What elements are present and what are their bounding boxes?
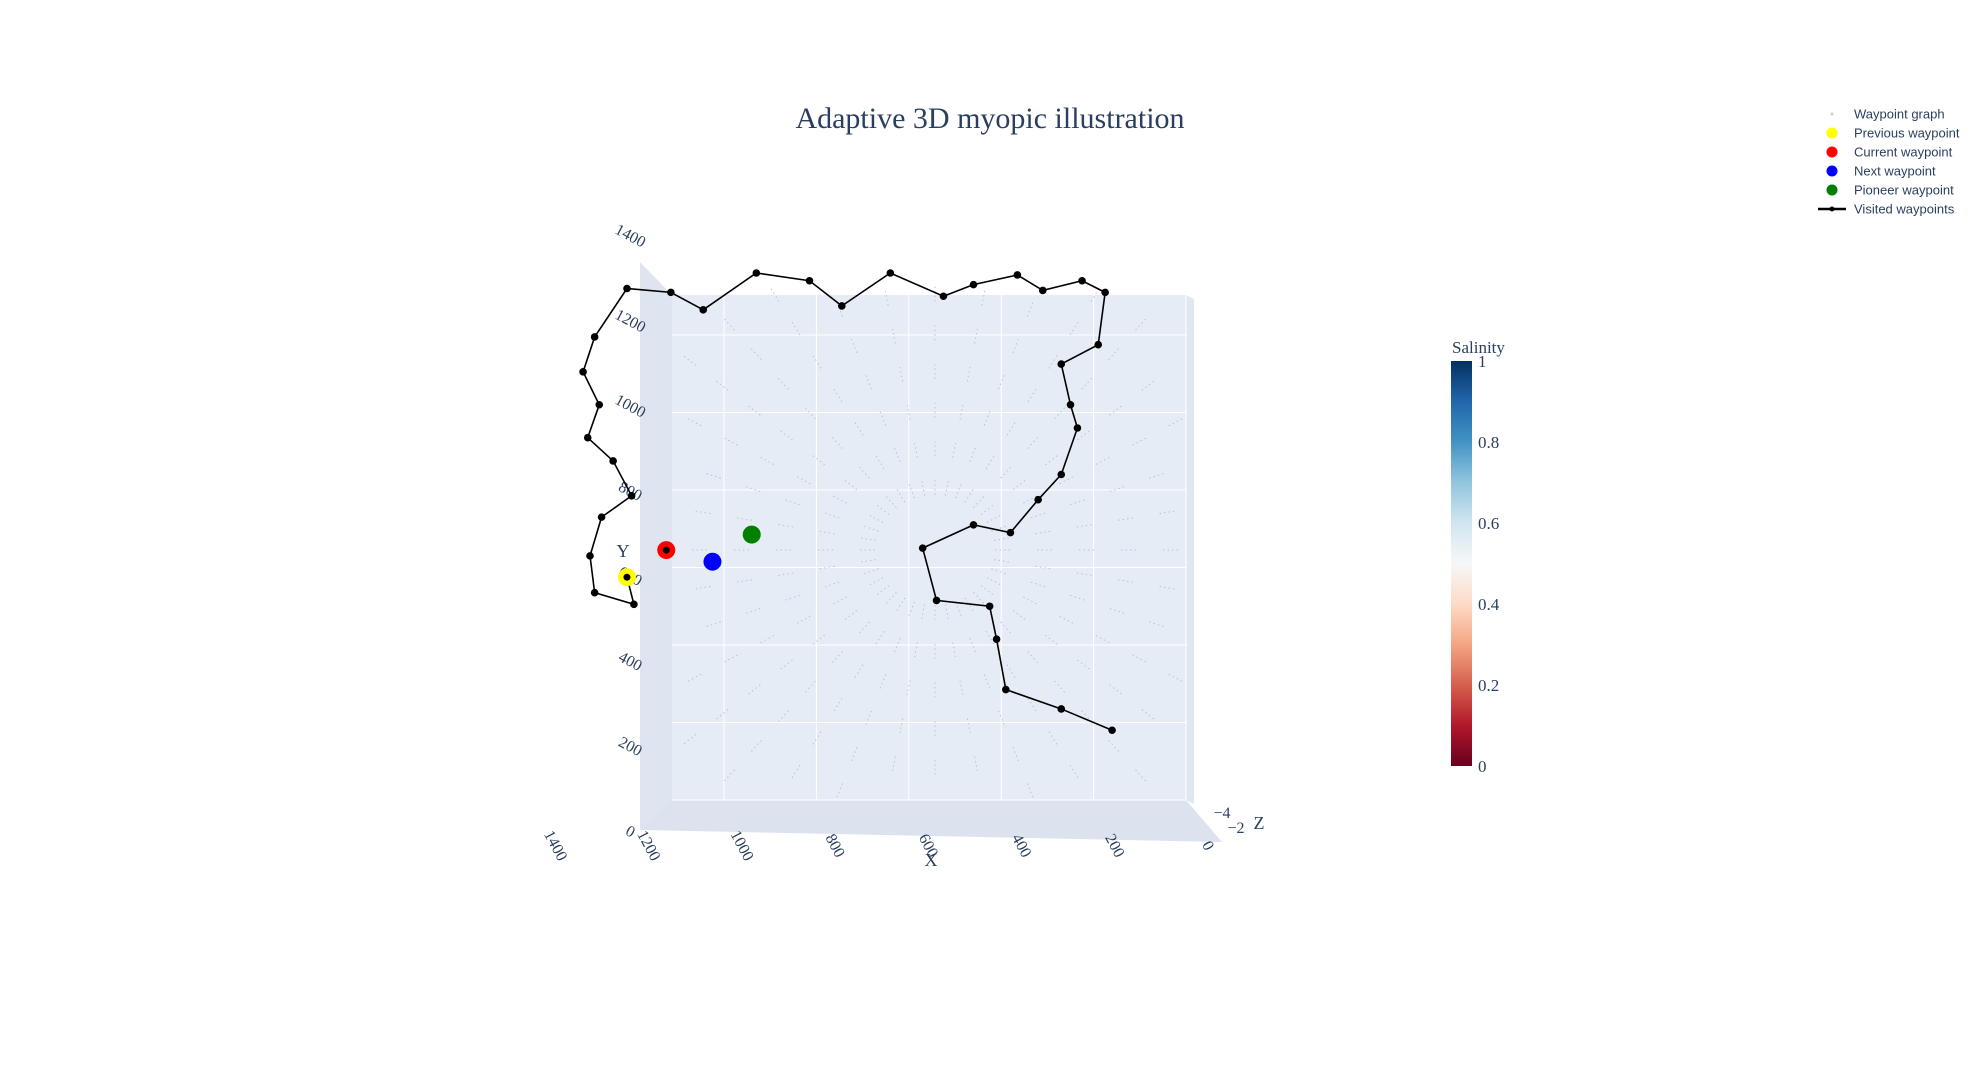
visited-waypoint-marker[interactable] — [1038, 286, 1047, 295]
visited-waypoint-marker[interactable] — [595, 400, 604, 409]
legend-label: Current waypoint — [1854, 145, 1953, 160]
visited-waypoint-marker[interactable] — [1034, 495, 1042, 504]
visited-waypoint-marker[interactable] — [583, 433, 592, 442]
legend-label: Waypoint graph — [1854, 107, 1945, 122]
legend-item-pioneer-waypoint[interactable]: Pioneer waypoint — [1826, 183, 1955, 198]
visited-waypoint-marker[interactable] — [1094, 340, 1103, 349]
legend-symbol-dot — [1826, 127, 1838, 139]
legend-symbol-dot — [1826, 165, 1838, 177]
scene-3d[interactable]: 0200400600800100012001400020040060080010… — [540, 221, 1264, 870]
colorbar-tick-label: 0.8 — [1478, 433, 1499, 452]
visited-waypoint-marker[interactable] — [985, 602, 994, 611]
visited-waypoint-marker[interactable] — [969, 280, 978, 289]
visited-waypoint-marker[interactable] — [579, 368, 587, 376]
colorbar-scale — [1451, 361, 1472, 766]
pioneer-waypoint-marker[interactable] — [742, 525, 761, 544]
visited-waypoint-marker[interactable] — [1057, 360, 1066, 368]
visited-waypoint-marker[interactable] — [969, 521, 978, 529]
visited-waypoint-marker[interactable] — [932, 596, 941, 605]
visited-waypoint-marker[interactable] — [805, 276, 814, 285]
visited-waypoint-marker[interactable] — [1073, 424, 1082, 432]
visited-waypoint-marker[interactable] — [1101, 288, 1109, 297]
visited-waypoint-marker[interactable] — [667, 288, 675, 297]
visited-waypoint-marker[interactable] — [1006, 528, 1015, 537]
x-axis-title: X — [925, 850, 938, 870]
visited-waypoint-marker[interactable] — [609, 457, 617, 465]
visited-waypoint-marker[interactable] — [1066, 400, 1075, 409]
legend[interactable]: Waypoint graph Previous waypoint Current w… — [1818, 107, 1960, 217]
colorbar-tick-label: 0 — [1478, 757, 1487, 776]
visited-waypoint-marker[interactable] — [939, 292, 948, 301]
colorbar: Salinity 0 0.2 0.4 0.6 0.8 1 — [1451, 338, 1505, 776]
z-tick-label: −4 — [1213, 805, 1230, 822]
gridlines — [672, 295, 1187, 801]
colorbar-tick-label: 0.6 — [1478, 514, 1499, 533]
plot-floor — [672, 295, 1186, 800]
visited-waypoint-marker[interactable] — [1108, 726, 1116, 735]
x-tick-label: 1000 — [727, 828, 757, 864]
colorbar-title: Salinity — [1452, 338, 1505, 357]
visited-waypoint-marker[interactable] — [623, 284, 631, 293]
colorbar-tick-label: 0.4 — [1478, 595, 1500, 614]
legend-symbol-dot — [1830, 112, 1834, 116]
wall-left — [640, 262, 672, 830]
x-tick-label: 1200 — [633, 828, 663, 864]
y-axis-title: Y — [617, 541, 630, 561]
z-axis-title: Z — [1254, 813, 1265, 833]
x-tick-label: 1400 — [540, 828, 570, 864]
x-tick-label: 800 — [822, 831, 848, 860]
visited-waypoint-marker[interactable] — [1057, 705, 1066, 713]
series[interactable] — [579, 269, 1116, 735]
z-tick-label: −2 — [1227, 820, 1244, 837]
legend-item-next-waypoint[interactable]: Next waypoint — [1826, 164, 1937, 179]
wall-bottom — [640, 800, 1222, 842]
chart-title: Adaptive 3D myopic illustration — [795, 102, 1184, 135]
legend-item-waypoint-graph[interactable]: Waypoint graph — [1830, 107, 1945, 122]
visited-waypoint-marker[interactable] — [590, 333, 599, 341]
visited-waypoint-marker[interactable] — [838, 302, 846, 310]
visited-waypoint-marker[interactable] — [992, 635, 1001, 643]
visited-waypoint-marker[interactable] — [1078, 276, 1086, 285]
visited-waypoint-marker[interactable] — [752, 269, 761, 277]
legend-item-visited-waypoints[interactable]: Visited waypoints — [1818, 202, 1955, 217]
visited-waypoint-marker[interactable] — [1057, 470, 1066, 479]
legend-label: Previous waypoint — [1854, 126, 1960, 141]
y-tick-label: 1400 — [612, 221, 648, 251]
visited-waypoint-marker[interactable] — [586, 552, 594, 560]
visited-waypoint-marker[interactable] — [597, 513, 606, 521]
legend-item-previous-waypoint[interactable]: Previous waypoint — [1826, 126, 1960, 141]
visited-waypoint-marker[interactable] — [623, 573, 631, 581]
visited-waypoint-marker[interactable] — [662, 546, 670, 554]
visited-waypoint-marker[interactable] — [886, 269, 895, 277]
visited-waypoint-marker[interactable] — [630, 600, 638, 609]
legend-label: Visited waypoints — [1854, 202, 1955, 217]
visited-waypoint-marker[interactable] — [918, 544, 927, 552]
legend-symbol-dot — [1826, 184, 1838, 196]
legend-symbol-dot — [1829, 206, 1835, 212]
visited-waypoint-marker[interactable] — [627, 492, 636, 500]
legend-item-current-waypoint[interactable]: Current waypoint — [1826, 145, 1953, 160]
visited-waypoint-marker[interactable] — [1013, 271, 1022, 279]
visited-waypoint-marker[interactable] — [1002, 685, 1010, 694]
legend-label: Next waypoint — [1854, 164, 1936, 179]
colorbar-tick-label: 1 — [1478, 352, 1487, 371]
next-waypoint-marker[interactable] — [703, 552, 722, 571]
colorbar-tick-label: 0.2 — [1478, 676, 1499, 695]
visited-waypoint-marker[interactable] — [590, 588, 599, 597]
legend-symbol-dot — [1826, 146, 1838, 158]
legend-label: Pioneer waypoint — [1854, 183, 1954, 198]
visited-waypoint-marker[interactable] — [699, 306, 708, 314]
wall-right — [1186, 295, 1194, 804]
